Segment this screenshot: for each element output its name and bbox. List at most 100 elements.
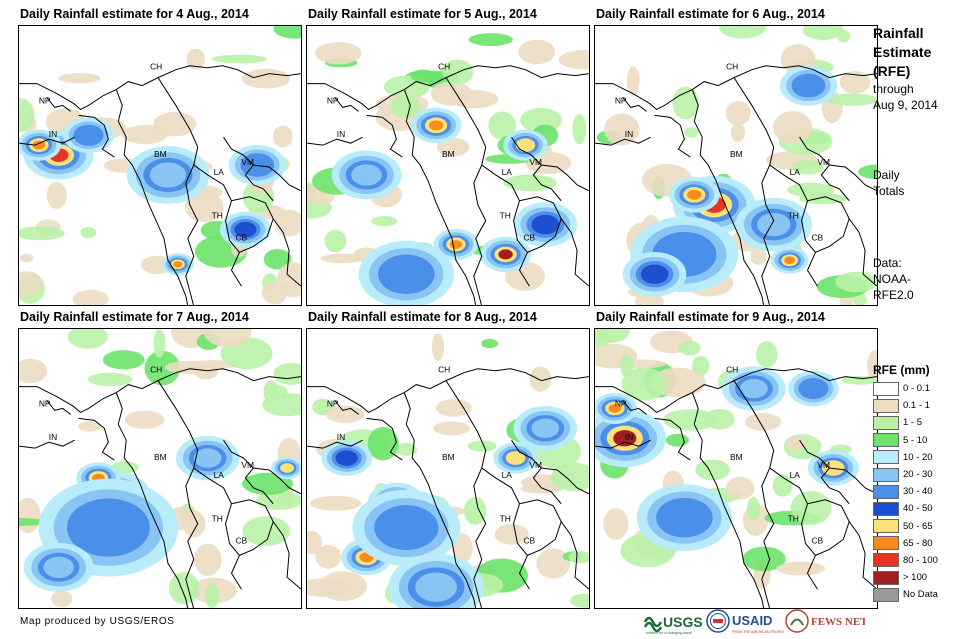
country-label-ch: CH <box>438 62 450 72</box>
country-border <box>595 65 877 110</box>
rain-patch <box>394 443 418 456</box>
rain-patch <box>551 462 589 492</box>
rain-patch <box>790 491 832 525</box>
country-border <box>473 164 487 305</box>
country-label-cb: CB <box>811 535 823 545</box>
rain-patch <box>263 249 292 270</box>
legend-item: 65 - 80 <box>873 535 967 552</box>
rainfall-map: CH NP IN BM LA VM TH CB <box>306 328 590 609</box>
legend-swatch <box>873 501 899 516</box>
country-label-vm: VM <box>817 157 830 167</box>
country-border <box>19 65 301 110</box>
usaid-logo: USAID FROM THE AMERICAN PEOPLE <box>706 609 785 634</box>
usgs-logo: USGS science for a changing world <box>643 614 703 635</box>
rain-patch <box>273 26 301 39</box>
country-label-in: IN <box>625 129 633 139</box>
rain-patch <box>448 89 499 109</box>
country-border <box>654 417 691 461</box>
rain-patch <box>746 496 761 521</box>
country-border <box>807 196 850 253</box>
legend-swatch <box>873 381 899 396</box>
country-border <box>185 467 199 608</box>
rfe-info: Rainfall Estimate (RFE) through Aug 9, 2… <box>873 24 967 113</box>
country-border <box>848 521 877 590</box>
rain-patch <box>626 66 640 96</box>
rain-cell <box>356 168 377 182</box>
source-line2: RFE2.0 <box>873 288 914 302</box>
country-label-th: TH <box>500 514 511 524</box>
country-border <box>272 218 301 287</box>
country-border <box>761 164 775 305</box>
rain-patch <box>315 544 342 569</box>
legend-item: > 100 <box>873 569 967 586</box>
country-label-ch: CH <box>726 365 738 375</box>
country-label-in: IN <box>625 432 633 442</box>
rain-patch <box>776 561 826 576</box>
rain-patch <box>503 174 557 192</box>
rain-patch <box>745 413 782 431</box>
rain-cell <box>422 577 450 597</box>
country-label-bm: BM <box>154 149 167 159</box>
country-border <box>115 392 189 608</box>
legend-swatch <box>873 450 899 465</box>
rain-patch <box>665 433 689 447</box>
data-label: Data: <box>873 256 902 270</box>
rain-patch <box>168 572 200 605</box>
rain-patch <box>730 123 746 142</box>
rain-patch <box>467 440 497 452</box>
rain-patch <box>436 137 470 157</box>
country-label-cb: CB <box>811 232 823 242</box>
rain-cell <box>498 249 513 260</box>
daily-totals: Daily Totals <box>873 167 967 199</box>
legend-label: > 100 <box>903 572 928 584</box>
country-border <box>46 400 71 415</box>
rain-cell <box>536 218 555 231</box>
fews-net-logo: FEWS NET <box>785 609 865 633</box>
country-border <box>799 136 877 192</box>
rain-patch <box>80 227 97 239</box>
country-label-in: IN <box>49 432 57 442</box>
panel-title: Daily Rainfall estimate for 7 Aug., 2014 <box>20 310 249 324</box>
legend-swatch <box>873 433 899 448</box>
rain-patch <box>19 358 48 384</box>
fews-net-logo-text: FEWS NET <box>811 616 865 628</box>
rain-patch <box>371 216 398 227</box>
country-label-bm: BM <box>730 149 743 159</box>
legend-label: 50 - 65 <box>903 520 933 532</box>
rain-patch <box>78 421 102 432</box>
rain-cell <box>536 422 555 435</box>
country-border <box>185 164 199 305</box>
legend-item: 50 - 65 <box>873 518 967 535</box>
country-border <box>115 89 189 305</box>
logo-strip: USGS science for a changing world USAID … <box>643 606 865 636</box>
rain-cell <box>32 140 46 150</box>
country-label-ch: CH <box>438 365 450 375</box>
usaid-logo-text: USAID <box>732 613 772 628</box>
legend-item: No Data <box>873 586 967 603</box>
rain-patch <box>672 86 699 120</box>
legend-item: 10 - 20 <box>873 449 967 466</box>
country-border <box>272 521 301 590</box>
rain-patch <box>325 405 365 423</box>
legend-swatch <box>873 570 899 585</box>
country-border <box>231 499 274 556</box>
rain-patch <box>68 329 108 349</box>
country-border <box>622 400 647 415</box>
legend-label: 20 - 30 <box>903 469 933 481</box>
country-border <box>307 439 363 449</box>
rain-patch <box>431 333 445 362</box>
rain-patch <box>572 113 587 145</box>
country-label-in: IN <box>337 432 345 442</box>
rain-cell <box>806 383 821 394</box>
country-border <box>366 114 403 158</box>
rain-patch <box>241 68 291 89</box>
legend-item: 0.1 - 1 <box>873 397 967 414</box>
rain-cell <box>687 189 702 200</box>
rain-patch <box>481 338 499 349</box>
country-label-ch: CH <box>726 62 738 72</box>
rain-patch <box>603 508 629 540</box>
legend-item: 80 - 100 <box>873 552 967 569</box>
panel-title: Daily Rainfall estimate for 6 Aug., 2014 <box>596 7 825 21</box>
country-label-th: TH <box>212 211 223 221</box>
country-border <box>691 392 765 608</box>
